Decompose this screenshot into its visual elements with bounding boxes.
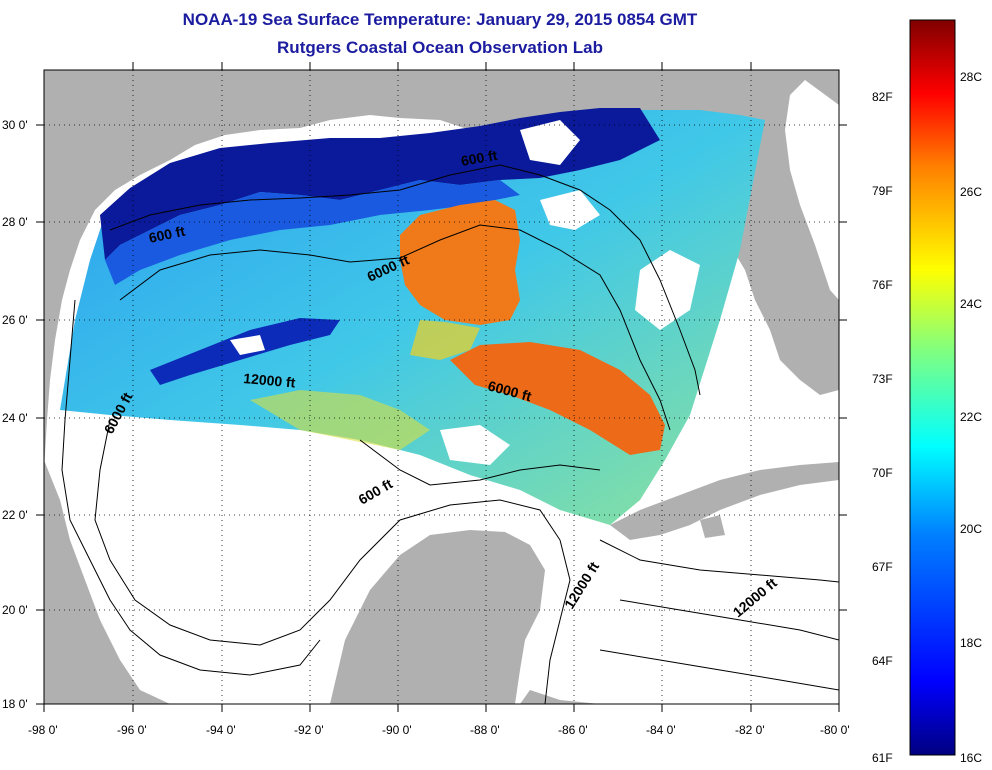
colorbar-f-76: 76F <box>872 278 893 292</box>
colorbar-f-70: 70F <box>872 466 893 480</box>
lon-tick-94: -94 0' <box>206 723 236 737</box>
land-central-america <box>520 690 600 704</box>
colorbar-c-26: 26C <box>960 185 982 199</box>
lon-tick-84: -84 0' <box>646 723 676 737</box>
sst-swath <box>60 108 765 525</box>
grid-lines <box>44 70 839 704</box>
lat-tick-20: 20 0' <box>2 603 28 617</box>
land-cuba <box>610 462 839 540</box>
contour-label-600-west: 600 ft <box>147 223 186 246</box>
contour-label-12000-center: 12000 ft <box>243 370 297 391</box>
lon-tick-86: -86 0' <box>558 723 588 737</box>
lat-tick-24: 24 0' <box>2 411 28 425</box>
lat-tick-26: 26 0' <box>2 313 28 327</box>
colorbar-c-20: 20C <box>960 522 982 536</box>
axis-ticks <box>36 62 847 712</box>
bathymetry-contours <box>61 164 839 704</box>
colorbar-f-73: 73F <box>872 372 893 386</box>
lon-tick-88: -88 0' <box>470 723 500 737</box>
colorbar-c-28: 28C <box>960 70 982 84</box>
colorbar-scale <box>909 19 956 756</box>
land-mexico <box>44 460 170 704</box>
colorbar-c-24: 24C <box>960 297 982 311</box>
colorbar-f-82: 82F <box>872 90 893 104</box>
lat-tick-18: 18 0' <box>2 697 28 711</box>
colorbar-f-64: 64F <box>872 654 893 668</box>
land-yucatan <box>330 530 545 704</box>
colorbar: 82F 79F 76F 73F 70F 67F 64F 61F 28C 26C … <box>872 19 982 765</box>
colorbar-c-18: 18C <box>960 636 982 650</box>
colorbar-c-22: 22C <box>960 410 982 424</box>
lat-tick-22: 22 0' <box>2 508 28 522</box>
colorbar-f-79: 79F <box>872 184 893 198</box>
lat-tick-28: 28 0' <box>2 215 28 229</box>
lon-tick-92: -92 0' <box>294 723 324 737</box>
lat-tick-30: 30 0' <box>2 118 28 132</box>
colorbar-c-16: 16C <box>960 751 982 765</box>
lon-tick-80: -80 0' <box>820 723 850 737</box>
map-title: NOAA-19 Sea Surface Temperature: January… <box>182 10 698 29</box>
lon-tick-98: -98 0' <box>28 723 58 737</box>
colorbar-f-67: 67F <box>872 560 893 574</box>
lon-tick-90: -90 0' <box>382 723 412 737</box>
map-frame <box>43 69 840 705</box>
lon-tick-96: -96 0' <box>117 723 147 737</box>
contour-label-600-north: 600 ft <box>460 147 499 169</box>
map-subtitle: Rutgers Coastal Ocean Observation Lab <box>277 38 603 57</box>
colorbar-f-61: 61F <box>872 751 893 765</box>
lon-tick-82: -82 0' <box>735 723 765 737</box>
